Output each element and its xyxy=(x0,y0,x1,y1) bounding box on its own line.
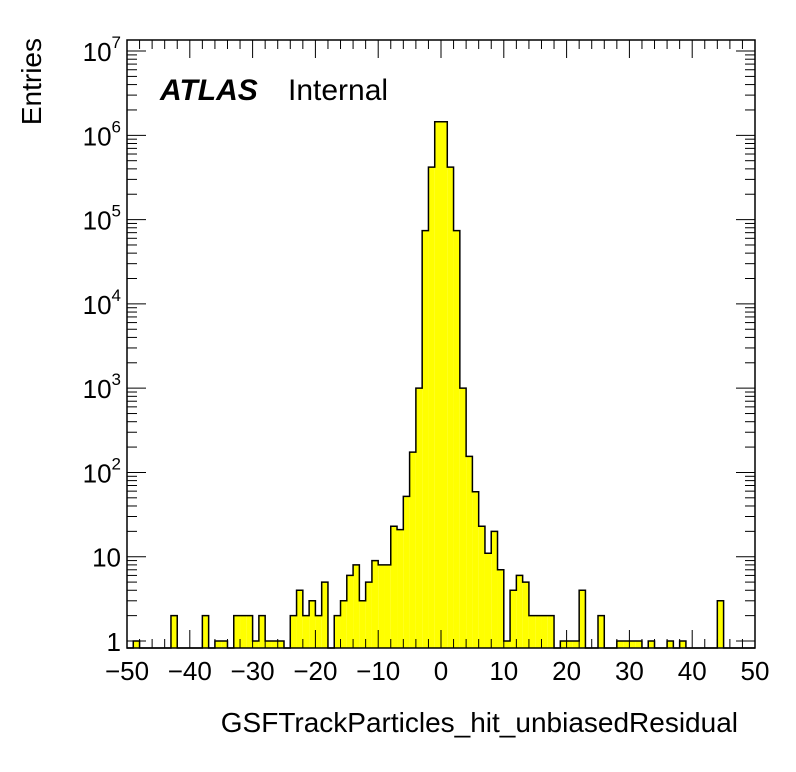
histogram-bin xyxy=(371,560,379,648)
atlas-label: ATLAS xyxy=(159,74,258,107)
histogram-bin xyxy=(466,456,473,648)
histogram-bin xyxy=(277,641,284,648)
histogram-bin xyxy=(541,615,548,648)
histogram-bin xyxy=(321,582,328,648)
histogram-bin xyxy=(428,167,435,648)
y-tick-labels: 1 10 102 103 104 105 106 107 xyxy=(83,33,121,657)
histogram-bin xyxy=(202,615,209,648)
histogram-bin xyxy=(717,600,724,648)
x-tick-label: 10 xyxy=(489,656,518,686)
x-tick-label: −30 xyxy=(231,656,275,686)
x-tick-label: −50 xyxy=(105,656,149,686)
histogram-bin xyxy=(648,641,655,648)
x-tick-label: −20 xyxy=(293,656,337,686)
histogram-bin xyxy=(296,590,303,648)
histogram-bin xyxy=(441,121,448,648)
histogram-bin xyxy=(384,564,391,648)
histogram-bin xyxy=(547,615,555,648)
histogram-bin xyxy=(472,491,479,648)
y-tick-label: 106 xyxy=(83,117,121,151)
histogram-bin xyxy=(679,641,686,648)
histogram-outline xyxy=(127,120,755,649)
y-tick-label: 10 xyxy=(92,543,121,573)
histogram-bin xyxy=(598,615,605,648)
y-tick-label: 107 xyxy=(83,33,121,67)
histogram-bin xyxy=(510,590,517,648)
histogram-bin xyxy=(635,641,642,648)
histogram-bin xyxy=(409,452,416,648)
x-tick-labels: −50 −40 −30 −20 −10 0 10 20 30 40 50 xyxy=(105,656,770,686)
x-tick-label: 40 xyxy=(678,656,707,686)
histogram-bin xyxy=(415,388,423,648)
histogram-bin xyxy=(271,641,278,648)
histogram-bin xyxy=(346,575,354,648)
histogram-bins xyxy=(133,121,724,648)
histogram-bin xyxy=(214,641,222,648)
histogram-bin xyxy=(334,615,341,648)
x-tick-label: −40 xyxy=(168,656,212,686)
x-tick-label: 20 xyxy=(552,656,581,686)
histogram-bin xyxy=(503,641,511,648)
histogram-bin xyxy=(422,230,429,648)
y-tick-label: 102 xyxy=(83,454,121,488)
histogram-bin xyxy=(616,641,624,648)
histogram-bin xyxy=(403,496,410,648)
histogram-bin xyxy=(365,582,372,648)
histogram-bin xyxy=(623,641,630,648)
histogram-bin xyxy=(315,615,322,648)
axis-ticks xyxy=(126,40,756,648)
histogram-bin xyxy=(265,641,272,648)
x-tick-label: 50 xyxy=(741,656,770,686)
histogram-bin xyxy=(290,615,297,648)
histogram-bin xyxy=(397,529,404,648)
x-axis-title: GSFTrackParticles_hit_unbiasedResidual xyxy=(221,707,738,738)
x-tick-label: 0 xyxy=(434,656,448,686)
histogram-bin xyxy=(133,641,140,648)
histogram-bin xyxy=(302,615,310,648)
histogram-bin xyxy=(170,615,178,648)
histogram-bin xyxy=(390,526,398,648)
histogram-bin xyxy=(535,615,542,648)
histogram-bin xyxy=(516,575,523,648)
histogram-bin xyxy=(353,564,360,648)
histogram-bin xyxy=(528,615,536,648)
histogram-bin xyxy=(491,531,498,648)
histogram-bin xyxy=(459,388,467,648)
y-axis-title: Entries xyxy=(16,38,47,125)
histogram-bin xyxy=(252,641,259,648)
histogram-bin xyxy=(560,641,567,648)
internal-label: Internal xyxy=(288,74,388,107)
histogram-bin xyxy=(447,167,454,648)
histogram-bin xyxy=(484,553,492,648)
y-tick-label: 105 xyxy=(83,202,121,236)
histogram-bin xyxy=(572,641,580,648)
histogram-bin xyxy=(667,641,674,648)
y-tick-label: 1 xyxy=(107,627,121,657)
histogram-bin xyxy=(246,615,253,648)
y-tick-label: 103 xyxy=(83,370,121,404)
histogram-bin xyxy=(233,615,241,648)
histogram-bin xyxy=(434,121,441,648)
plot-frame xyxy=(126,39,756,649)
histogram-bin xyxy=(309,600,316,648)
histogram-bin xyxy=(478,526,485,648)
histogram-bin xyxy=(579,590,586,648)
histogram-bin xyxy=(522,582,529,648)
histogram-bin xyxy=(378,564,385,648)
histogram-bin xyxy=(629,641,636,648)
histogram-bin xyxy=(566,641,573,648)
x-tick-label: −10 xyxy=(356,656,400,686)
histogram-bin xyxy=(240,615,247,648)
histogram-bin xyxy=(340,600,347,648)
histogram-bin xyxy=(258,615,266,648)
histogram-bin xyxy=(359,600,366,648)
histogram-bin xyxy=(497,569,504,648)
histogram-bin xyxy=(453,230,460,648)
histogram-bin xyxy=(221,641,228,648)
y-tick-label: 104 xyxy=(83,286,121,320)
x-tick-label: 30 xyxy=(615,656,644,686)
